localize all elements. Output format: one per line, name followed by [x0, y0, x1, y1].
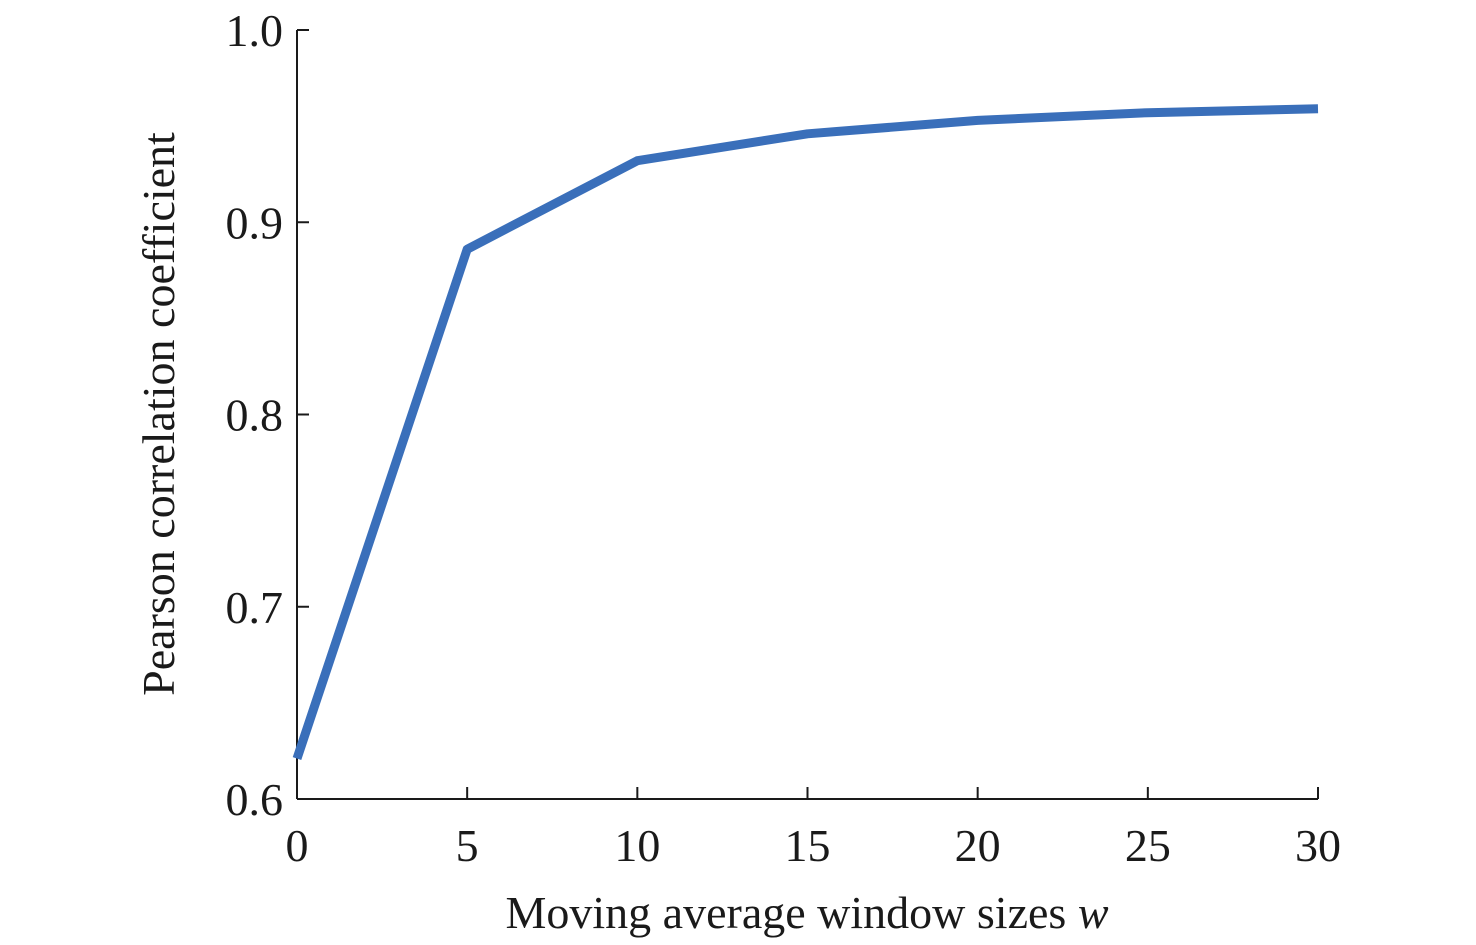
x-tick-label: 15	[785, 820, 831, 871]
series-layer	[292, 104, 1319, 761]
y-tick-label: 0.7	[226, 582, 284, 633]
y-axis-title: Pearson correlation coefficient	[133, 132, 184, 696]
y-tick-label: 0.9	[226, 197, 284, 248]
y-tick-label: 1.0	[226, 5, 284, 56]
x-axis-title-text: Moving average window sizes	[506, 887, 1067, 938]
x-tick-label: 25	[1125, 820, 1171, 871]
x-axis-variable: w	[1078, 887, 1109, 938]
y-ticks: 0.6 0.7 0.8 0.9 1.0	[226, 5, 309, 825]
axes	[296, 30, 1318, 800]
x-tick-label: 10	[614, 820, 660, 871]
series-line	[292, 104, 1319, 761]
x-tick-label: 5	[456, 820, 479, 871]
x-axis-title: Moving average window sizes w	[506, 887, 1109, 938]
x-tick-label: 30	[1295, 820, 1341, 871]
x-tick-label: 0	[286, 820, 309, 871]
y-tick-label: 0.6	[226, 774, 284, 825]
x-ticks: 0 5 10 15 20 25 30	[286, 787, 1341, 871]
y-tick-label: 0.8	[226, 390, 284, 441]
x-tick-label: 20	[955, 820, 1001, 871]
